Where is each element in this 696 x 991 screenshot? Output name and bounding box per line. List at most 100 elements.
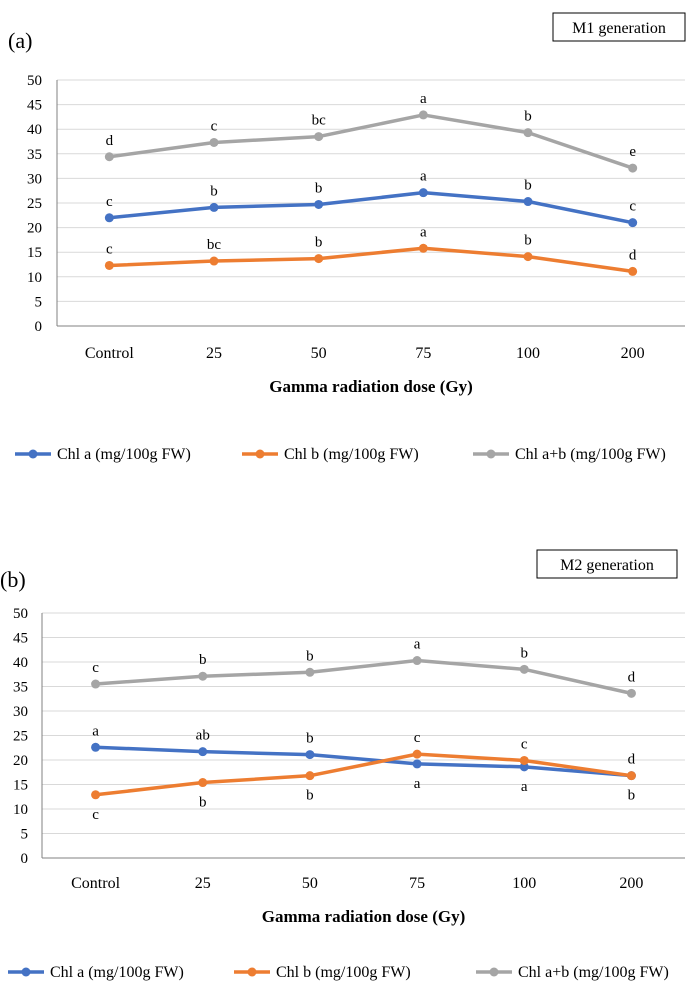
chart1-significance-letter: d [629,247,637,263]
chart1-panel-label: (a) [8,28,32,53]
chart1-y-tick-label: 40 [27,122,42,138]
chart1-x-tick-label: Control [85,345,134,362]
chart2-significance-letter: b [306,648,314,664]
chart2-data-point [412,749,422,759]
chart2-data-point [305,771,315,781]
chart1-significance-letter: d [106,133,114,149]
chart2-generation-label: M2 generation [560,557,654,574]
chart1-data-point [628,163,638,173]
chart1-legend-swatch-marker [255,449,265,459]
chart1-x-tick-label: 200 [621,345,645,362]
chart1-y-tick-label: 45 [27,98,42,114]
chart1-data-point [418,188,428,198]
chart1-significance-letter: e [629,144,636,160]
chart1-legend-label: Chl a (mg/100g FW) [57,446,191,463]
chart2-y-tick-label: 35 [13,680,28,696]
chart2-legend-swatch-marker [489,967,499,977]
chart2-significance-letter: a [414,637,421,653]
chart2-data-point [305,667,315,677]
chart1-significance-letter: a [420,224,427,240]
chart1-y-tick-label: 35 [27,147,42,163]
chart1-series-line [109,113,634,170]
chart1-significance-letter: c [211,118,218,134]
chart2-x-tick-label: 100 [512,875,536,892]
chart1-y-tick-label: 5 [35,294,43,310]
chart2-generation-label-box [536,549,678,579]
chart2-significance-letter: b [306,731,314,747]
chart1-data-point [523,128,533,138]
chart1-significance-letter: c [106,241,113,257]
chart1-data-point [104,152,114,162]
chart2-y-tick-label: 20 [13,753,28,769]
chart1-data-point [104,260,114,270]
chart2-y-tick-label: 40 [13,655,28,671]
chart2-significance-letter: d [628,669,636,685]
chart1-data-point [523,252,533,262]
chart2-legend-swatch-marker [247,967,257,977]
chart1-data-point [628,266,638,276]
chart1-y-tick-label: 15 [27,245,42,261]
chart1-y-tick-label: 10 [27,270,42,286]
chart2-data-point [519,664,529,674]
chart2-x-tick-label: Control [71,875,120,892]
chart1-significance-letter: b [524,233,532,249]
chart1-data-point [209,202,219,212]
chart2-significance-letter: b [306,788,314,804]
chart2-significance-letter: d [628,752,636,768]
chart1-y-tick-label: 0 [35,319,43,335]
chart2-data-point [412,759,422,769]
chart2-series-line [95,752,632,797]
chart2-y-tick-label: 50 [13,606,28,622]
chart2-significance-letter: c [414,730,421,746]
chart2-legend-swatch-marker [21,967,31,977]
chart1-generation-label-box [552,12,686,42]
chart1-data-point [314,199,324,209]
chart2-x-tick-label: 75 [409,875,425,892]
chart1-significance-letter: c [106,194,113,210]
chart2-x-tick-label: 200 [619,875,643,892]
chart1-legend-label: Chl b (mg/100g FW) [284,446,419,463]
chart1-series-line [109,190,634,225]
chart1-data-point [418,110,428,120]
chart1-x-tick-label: 100 [516,345,540,362]
chart2-data-point [519,762,529,772]
chart2-data-point [91,742,101,752]
chart1-significance-letter: a [420,169,427,185]
chart2-x-tick-label: 25 [195,875,211,892]
chart2-legend-label: Chl a+b (mg/100g FW) [518,964,669,981]
chart2-x-tick-label: 50 [302,875,318,892]
chart2-significance-letter: b [628,788,636,804]
chart1-data-point [209,137,219,147]
chart1-data-point [418,243,428,253]
chart1-y-tick-label: 50 [27,73,42,89]
chart2-significance-letter: b [199,795,207,811]
chart2-data-point [198,778,208,788]
chart1-data-point [523,197,533,207]
chart2-y-tick-label: 25 [13,729,28,745]
chart2-data-point [91,679,101,689]
chart1-significance-letter: b [315,180,323,196]
chart2-significance-letter: b [521,645,529,661]
chart2-y-tick-label: 30 [13,704,28,720]
chart1-y-tick-label: 30 [27,171,42,187]
chart2-y-tick-label: 0 [21,851,29,867]
chart1-data-point [104,213,114,223]
chart1-legend-label: Chl a+b (mg/100g FW) [515,446,666,463]
chart2-data-point [626,771,636,781]
chart2-significance-letter: c [521,736,528,752]
chart1-data-point [314,132,324,142]
chart2-significance-letter: ab [196,728,210,744]
chart2-data-point [519,755,529,765]
chart1-significance-letter: b [315,235,323,251]
chart1-significance-letter: bc [312,113,327,129]
chart1-series-line [109,246,633,274]
chart1-legend-swatch-marker [486,449,496,459]
chart1-significance-letter: b [210,183,218,199]
chart2-significance-letter: c [92,660,99,676]
chart2-series-line [95,658,632,696]
chart1-x-tick-label: 50 [311,345,327,362]
chart2-significance-letter: a [414,776,421,792]
chart2-legend-label: Chl a (mg/100g FW) [50,964,184,981]
chart2-significance-letter: a [521,779,528,795]
